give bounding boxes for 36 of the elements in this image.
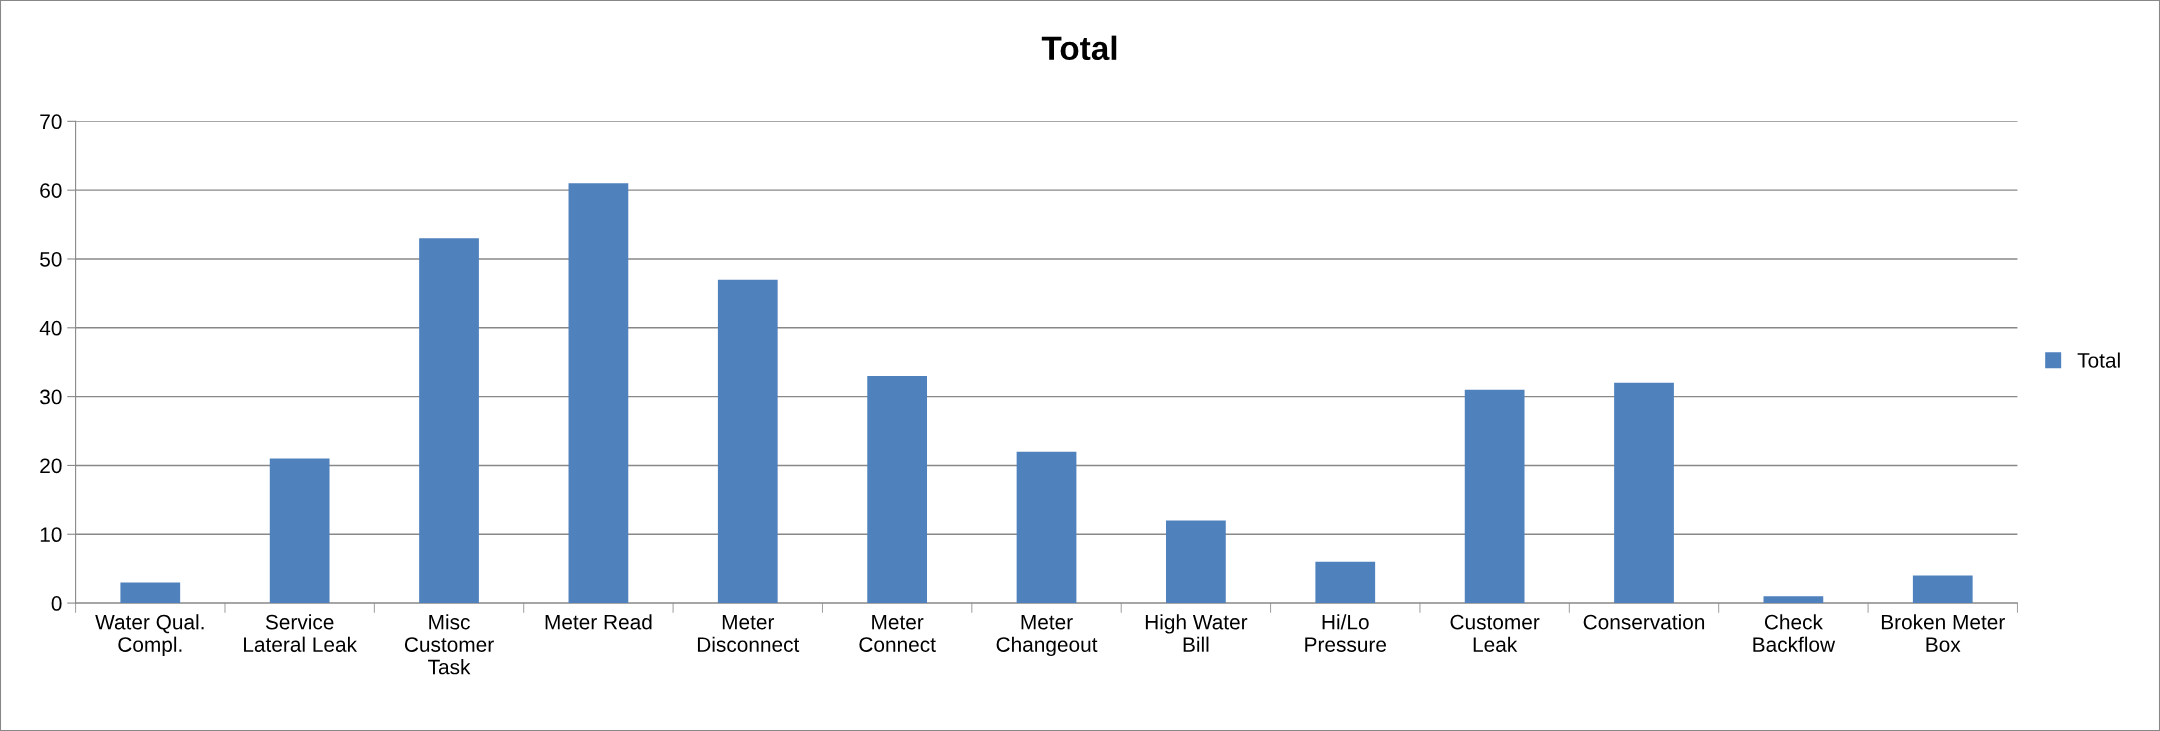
x-tick-label: Meter Disconnect [697, 614, 800, 652]
x-tick-label: Misc Customer Task [404, 614, 494, 675]
bar [1016, 451, 1077, 604]
x-tick-label: Broken Meter Box [1881, 614, 2005, 652]
bar [867, 375, 928, 604]
legend-label: Total [2077, 352, 2120, 368]
y-tick-label: 20 [40, 458, 62, 474]
bar [1464, 389, 1525, 604]
x-tick-label: Check Backflow [1753, 614, 1836, 652]
bar [717, 279, 778, 604]
y-tick-label: 0 [51, 596, 62, 611]
y-tick-label: 10 [40, 527, 62, 543]
x-tick-label: Customer Leak [1450, 614, 1540, 652]
bar [1166, 520, 1226, 604]
chart-title: Total [1041, 35, 1117, 61]
y-tick-label: 70 [40, 114, 62, 130]
bar [568, 183, 629, 604]
bar [1614, 382, 1674, 604]
x-tick-label: Meter Changeout [996, 614, 1098, 657]
y-tick-label: 50 [40, 251, 62, 267]
x-tick-label: Hi/Lo Pressure [1305, 614, 1387, 652]
x-tick-label: Service Lateral Leak [244, 614, 358, 652]
y-tick-label: 30 [40, 389, 62, 405]
bar [269, 458, 330, 604]
y-tick-label: 60 [40, 183, 62, 198]
bar [1315, 561, 1376, 604]
x-tick-label: Meter Connect [859, 614, 936, 652]
bar [1763, 596, 1824, 604]
bar [1912, 575, 1973, 604]
bar [419, 238, 479, 604]
y-tick-label: 40 [39, 320, 62, 336]
x-tick-label: Water Qual. Compl. [95, 614, 204, 657]
bar [120, 582, 181, 604]
x-tick-label: Meter Read [545, 614, 652, 630]
x-tick-label: Conservation [1583, 614, 1705, 630]
x-tick-label: High Water Bill [1145, 614, 1248, 652]
